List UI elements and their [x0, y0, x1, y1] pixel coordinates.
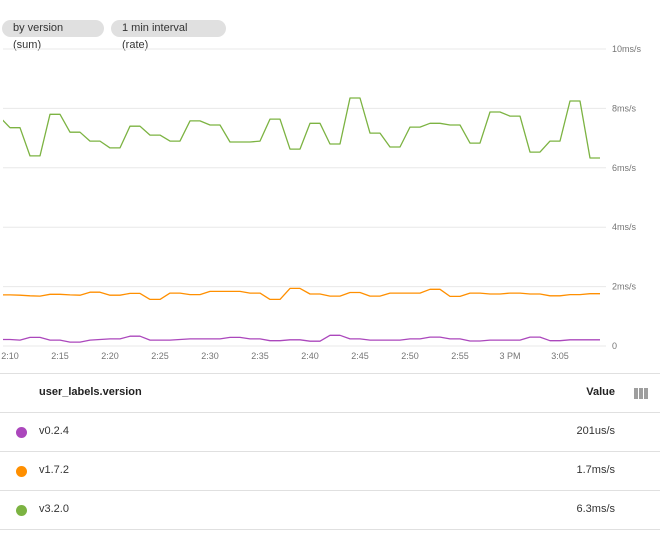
- series-value: 1.7ms/s: [576, 464, 615, 476]
- legend-row[interactable]: v0.2.4 201us/s: [0, 412, 660, 451]
- line-chart: 0 2ms/s 4ms/s 6ms/s 8ms/s 10ms/s 2:10 2:15 2:20…: [1, 44, 642, 361]
- y-tick-label: 4ms/s: [612, 222, 637, 232]
- x-tick-label: 3:05: [551, 351, 569, 361]
- series-label: v0.2.4: [39, 425, 69, 437]
- x-tick-label: 2:15: [51, 351, 69, 361]
- series-color-dot: [16, 427, 27, 438]
- series-value: 201us/s: [576, 425, 615, 437]
- legend-row[interactable]: v1.7.2 1.7ms/s: [0, 451, 660, 490]
- x-tick-label: 2:40: [301, 351, 319, 361]
- series-line-v0.2.4: [3, 334, 600, 343]
- x-tick-label: 2:45: [351, 351, 369, 361]
- x-tick-label: 3 PM: [499, 351, 520, 361]
- columns-icon[interactable]: [634, 388, 648, 399]
- x-tick-label: 2:35: [251, 351, 269, 361]
- x-tick-label: 2:20: [101, 351, 119, 361]
- series-line-v3.2.0: [3, 97, 600, 159]
- y-tick-label: 6ms/s: [612, 163, 637, 173]
- x-tick-label: 2:25: [151, 351, 169, 361]
- series-label: v3.2.0: [39, 503, 69, 515]
- legend-row[interactable]: v3.2.0 6.3ms/s: [0, 490, 660, 530]
- interval-chip[interactable]: 1 min interval (rate): [111, 20, 226, 51]
- series-line-v1.7.2: [3, 287, 600, 301]
- y-tick-label: 2ms/s: [612, 282, 637, 292]
- x-tick-label: 2:10: [1, 351, 19, 361]
- legend-table: user_labels.version Value v0.2.4 201us/s…: [0, 373, 660, 530]
- series-color-dot: [16, 466, 27, 477]
- x-tick-label: 2:55: [451, 351, 469, 361]
- group-by-chip[interactable]: by version (sum): [2, 20, 104, 51]
- y-tick-label: 0: [612, 341, 617, 351]
- column-header-value[interactable]: Value: [586, 386, 615, 398]
- series-value: 6.3ms/s: [576, 503, 615, 515]
- legend-header: user_labels.version Value: [0, 373, 660, 412]
- x-tick-label: 2:30: [201, 351, 219, 361]
- y-tick-label: 10ms/s: [612, 44, 642, 54]
- series-color-dot: [16, 505, 27, 516]
- y-tick-label: 8ms/s: [612, 103, 637, 113]
- x-tick-label: 2:50: [401, 351, 419, 361]
- series-label: v1.7.2: [39, 464, 69, 476]
- column-header-version[interactable]: user_labels.version: [39, 386, 142, 398]
